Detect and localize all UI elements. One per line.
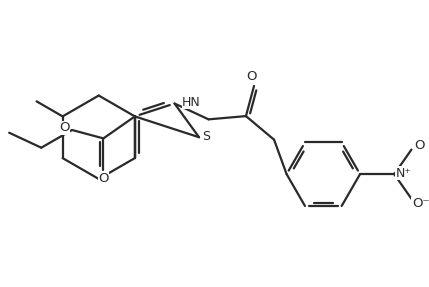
Text: O: O	[414, 139, 425, 152]
Text: HN: HN	[182, 96, 201, 109]
Text: O: O	[247, 70, 257, 83]
Text: O: O	[59, 121, 70, 134]
Text: S: S	[202, 130, 210, 143]
Text: O: O	[98, 172, 109, 185]
Text: O⁻: O⁻	[412, 197, 429, 210]
Text: N⁺: N⁺	[396, 167, 411, 180]
